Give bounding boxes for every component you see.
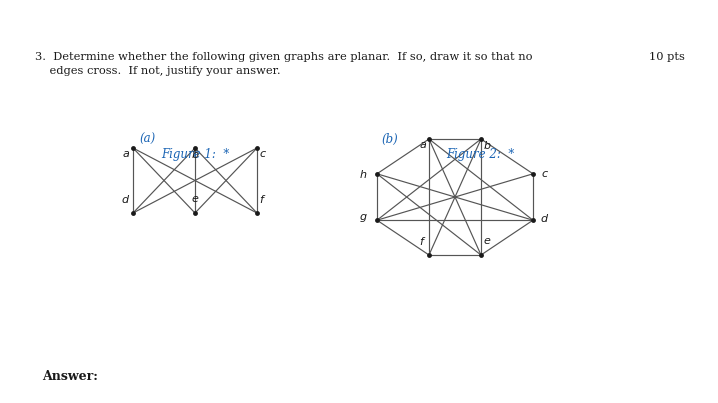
Text: $d$: $d$ [541,212,549,224]
Text: (a): (a) [140,133,156,146]
Text: Figure 2:  *: Figure 2: * [446,148,514,161]
Text: (b): (b) [382,133,398,146]
Text: $d$: $d$ [121,193,131,205]
Text: $h$: $h$ [359,168,367,180]
Text: $c$: $c$ [259,149,267,159]
Text: $b$: $b$ [482,139,491,151]
Text: $c$: $c$ [541,169,549,179]
Text: 3.  Determine whether the following given graphs are planar.  If so, draw it so : 3. Determine whether the following given… [35,52,533,62]
Text: $f$: $f$ [259,193,266,205]
Text: Answer:: Answer: [42,370,98,383]
Text: $e$: $e$ [482,236,491,246]
Text: edges cross.  If not, justify your answer.: edges cross. If not, justify your answer… [35,66,281,76]
Text: $g$: $g$ [359,212,368,224]
Text: $a$: $a$ [419,140,427,150]
Text: $b$: $b$ [191,148,200,160]
Text: $a$: $a$ [122,149,130,159]
Text: $f$: $f$ [419,235,426,247]
Text: Figure 1:  *: Figure 1: * [161,148,229,161]
Text: $e$: $e$ [191,194,199,204]
Text: 10 pts: 10 pts [649,52,685,62]
